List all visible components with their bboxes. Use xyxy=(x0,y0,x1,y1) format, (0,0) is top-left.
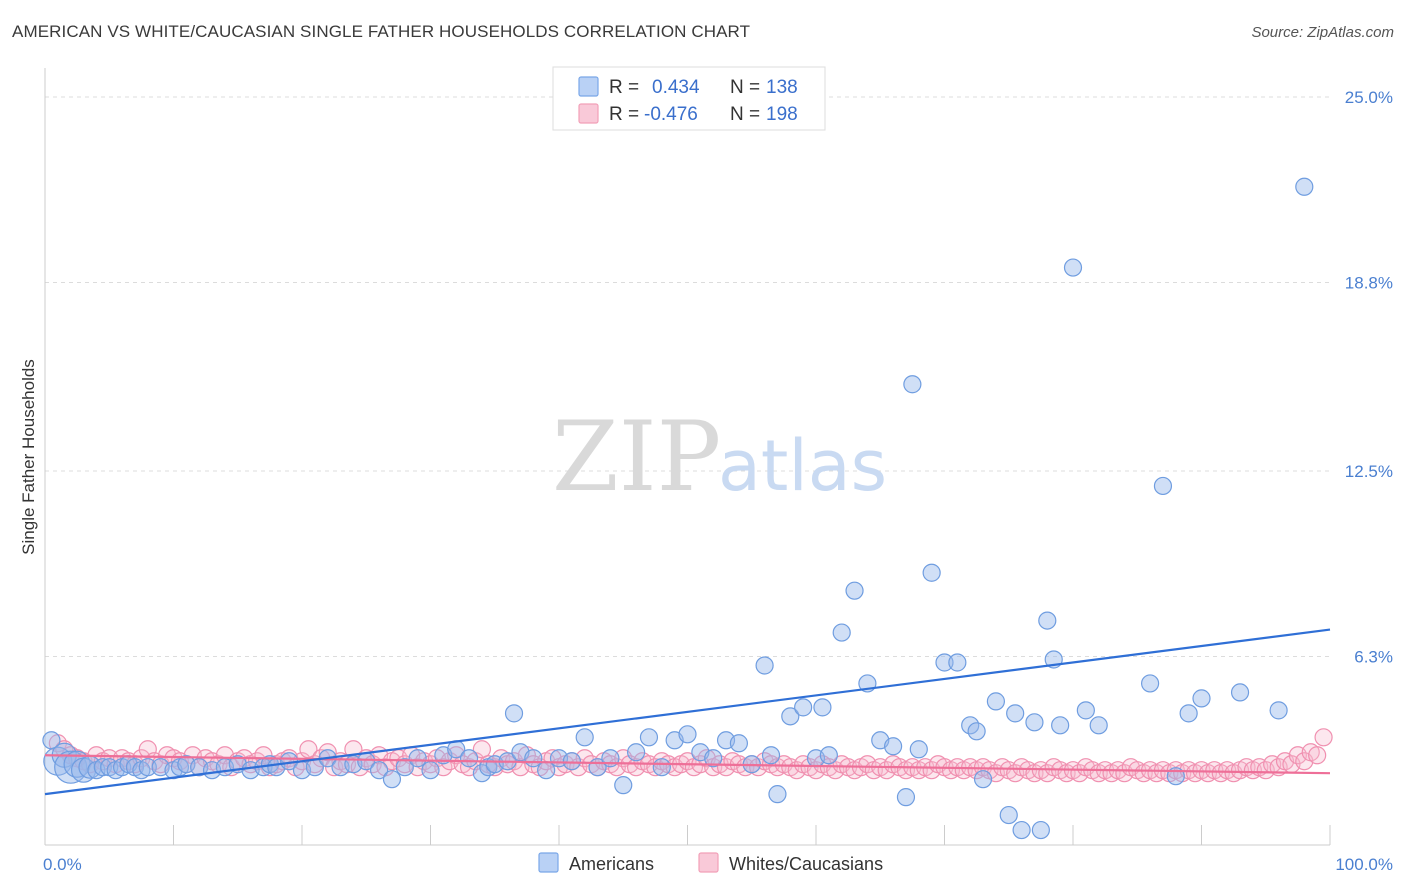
watermark: ZIP atlas xyxy=(552,401,887,513)
legend-r-label: R = xyxy=(609,104,639,125)
watermark-atlas: atlas xyxy=(718,425,887,507)
trend-line-whites xyxy=(44,754,1331,775)
americans-point xyxy=(922,563,941,582)
americans-point xyxy=(1063,258,1083,277)
americans-point xyxy=(382,770,402,789)
americans-point xyxy=(832,623,851,642)
americans-point xyxy=(903,375,922,394)
y-tick-label: 6.3% xyxy=(1354,648,1393,667)
y-tick-label: 12.5% xyxy=(1345,462,1393,481)
legend-n-label: N = xyxy=(730,77,760,98)
americans-point xyxy=(1025,713,1044,732)
legend-n-value: 198 xyxy=(766,104,798,125)
legend-r-value: 0.434 xyxy=(652,77,700,98)
legend-top: R = 0.434 N = 138 R = -0.476 N = 198 xyxy=(552,66,826,131)
legend-n-value: 138 xyxy=(766,77,798,98)
americans-point xyxy=(986,692,1006,711)
legend-bottom-swatch-americans xyxy=(538,852,559,873)
legend-bottom: Americans Whites/Caucasians xyxy=(538,852,883,874)
americans-point xyxy=(794,698,813,717)
americans-point xyxy=(421,761,440,780)
americans-point xyxy=(761,746,781,765)
americans-point xyxy=(504,704,524,723)
americans-point xyxy=(1153,476,1173,496)
americans-point xyxy=(408,749,427,768)
americans-point xyxy=(948,653,967,672)
americans-point xyxy=(575,728,594,747)
americans-point xyxy=(1192,689,1211,708)
americans-point xyxy=(1012,820,1031,840)
americans-point xyxy=(370,761,389,780)
whites-point xyxy=(299,740,318,759)
whites-point xyxy=(1314,728,1333,747)
americans-point xyxy=(138,758,157,777)
americans-point xyxy=(781,707,800,726)
legend-swatch-americans xyxy=(578,76,599,97)
x-tick-labels: 0.0% 100.0% xyxy=(43,855,1393,874)
chart-source: Source: ZipAtlas.com xyxy=(1251,24,1394,41)
americans-point xyxy=(819,746,838,765)
legend-bottom-swatch-whites xyxy=(698,852,719,873)
americans-point xyxy=(1230,683,1250,702)
whites-point xyxy=(472,740,491,759)
americans-point xyxy=(967,722,986,741)
legend-r-label: R = xyxy=(609,77,639,98)
americans-point xyxy=(614,776,633,795)
americans-point xyxy=(1179,704,1198,723)
americans-point xyxy=(562,752,581,771)
y-axis-label: Single Father Households xyxy=(19,359,38,555)
americans-point xyxy=(813,698,832,717)
americans-point xyxy=(909,740,928,759)
whites-point xyxy=(1308,746,1327,765)
americans-point xyxy=(524,749,543,768)
americans-point xyxy=(1295,177,1314,196)
trend-lines xyxy=(44,628,1331,796)
trend-line-americans xyxy=(44,628,1331,796)
americans-point xyxy=(459,749,479,768)
americans-point xyxy=(729,734,749,753)
axes xyxy=(44,68,1331,846)
americans-point xyxy=(1038,611,1057,630)
series-americans-points xyxy=(42,177,1314,840)
americans-point xyxy=(639,728,659,747)
x-tick-label-max: 100.0% xyxy=(1335,855,1393,874)
legend-swatch-whites xyxy=(578,103,599,124)
americans-point xyxy=(768,785,787,804)
legend-bottom-label-americans: Americans xyxy=(569,854,654,874)
americans-point xyxy=(652,758,671,777)
legend-n-label: N = xyxy=(730,104,760,125)
americans-point xyxy=(845,581,864,600)
y-tick-labels: 6.3% 12.5% 18.8% 25.0% xyxy=(1345,88,1393,667)
americans-point xyxy=(896,788,916,807)
americans-point xyxy=(537,761,556,780)
americans-point xyxy=(883,737,903,756)
americans-point xyxy=(1076,701,1095,720)
gridlines xyxy=(45,96,1330,658)
y-tick-label: 18.8% xyxy=(1345,274,1393,293)
americans-point xyxy=(1006,704,1025,723)
americans-point xyxy=(1089,716,1108,735)
americans-point xyxy=(1031,820,1050,840)
americans-point xyxy=(1269,701,1288,720)
watermark-zip: ZIP xyxy=(552,401,721,513)
americans-point xyxy=(395,758,414,777)
x-tick-label-min: 0.0% xyxy=(43,855,82,874)
americans-point xyxy=(626,743,646,762)
americans-point xyxy=(678,725,697,744)
americans-point xyxy=(1140,674,1160,693)
chart-title: AMERICAN VS WHITE/CAUCASIAN SINGLE FATHE… xyxy=(12,22,751,41)
americans-point xyxy=(999,805,1018,825)
legend-r-value: -0.476 xyxy=(644,104,698,125)
americans-point xyxy=(935,653,954,672)
y-tick-label: 25.0% xyxy=(1345,88,1393,107)
legend-bottom-label-whites: Whites/Caucasians xyxy=(729,854,883,874)
americans-point xyxy=(1051,716,1070,735)
americans-point xyxy=(973,770,993,789)
americans-point xyxy=(704,749,723,768)
americans-point xyxy=(755,656,774,675)
